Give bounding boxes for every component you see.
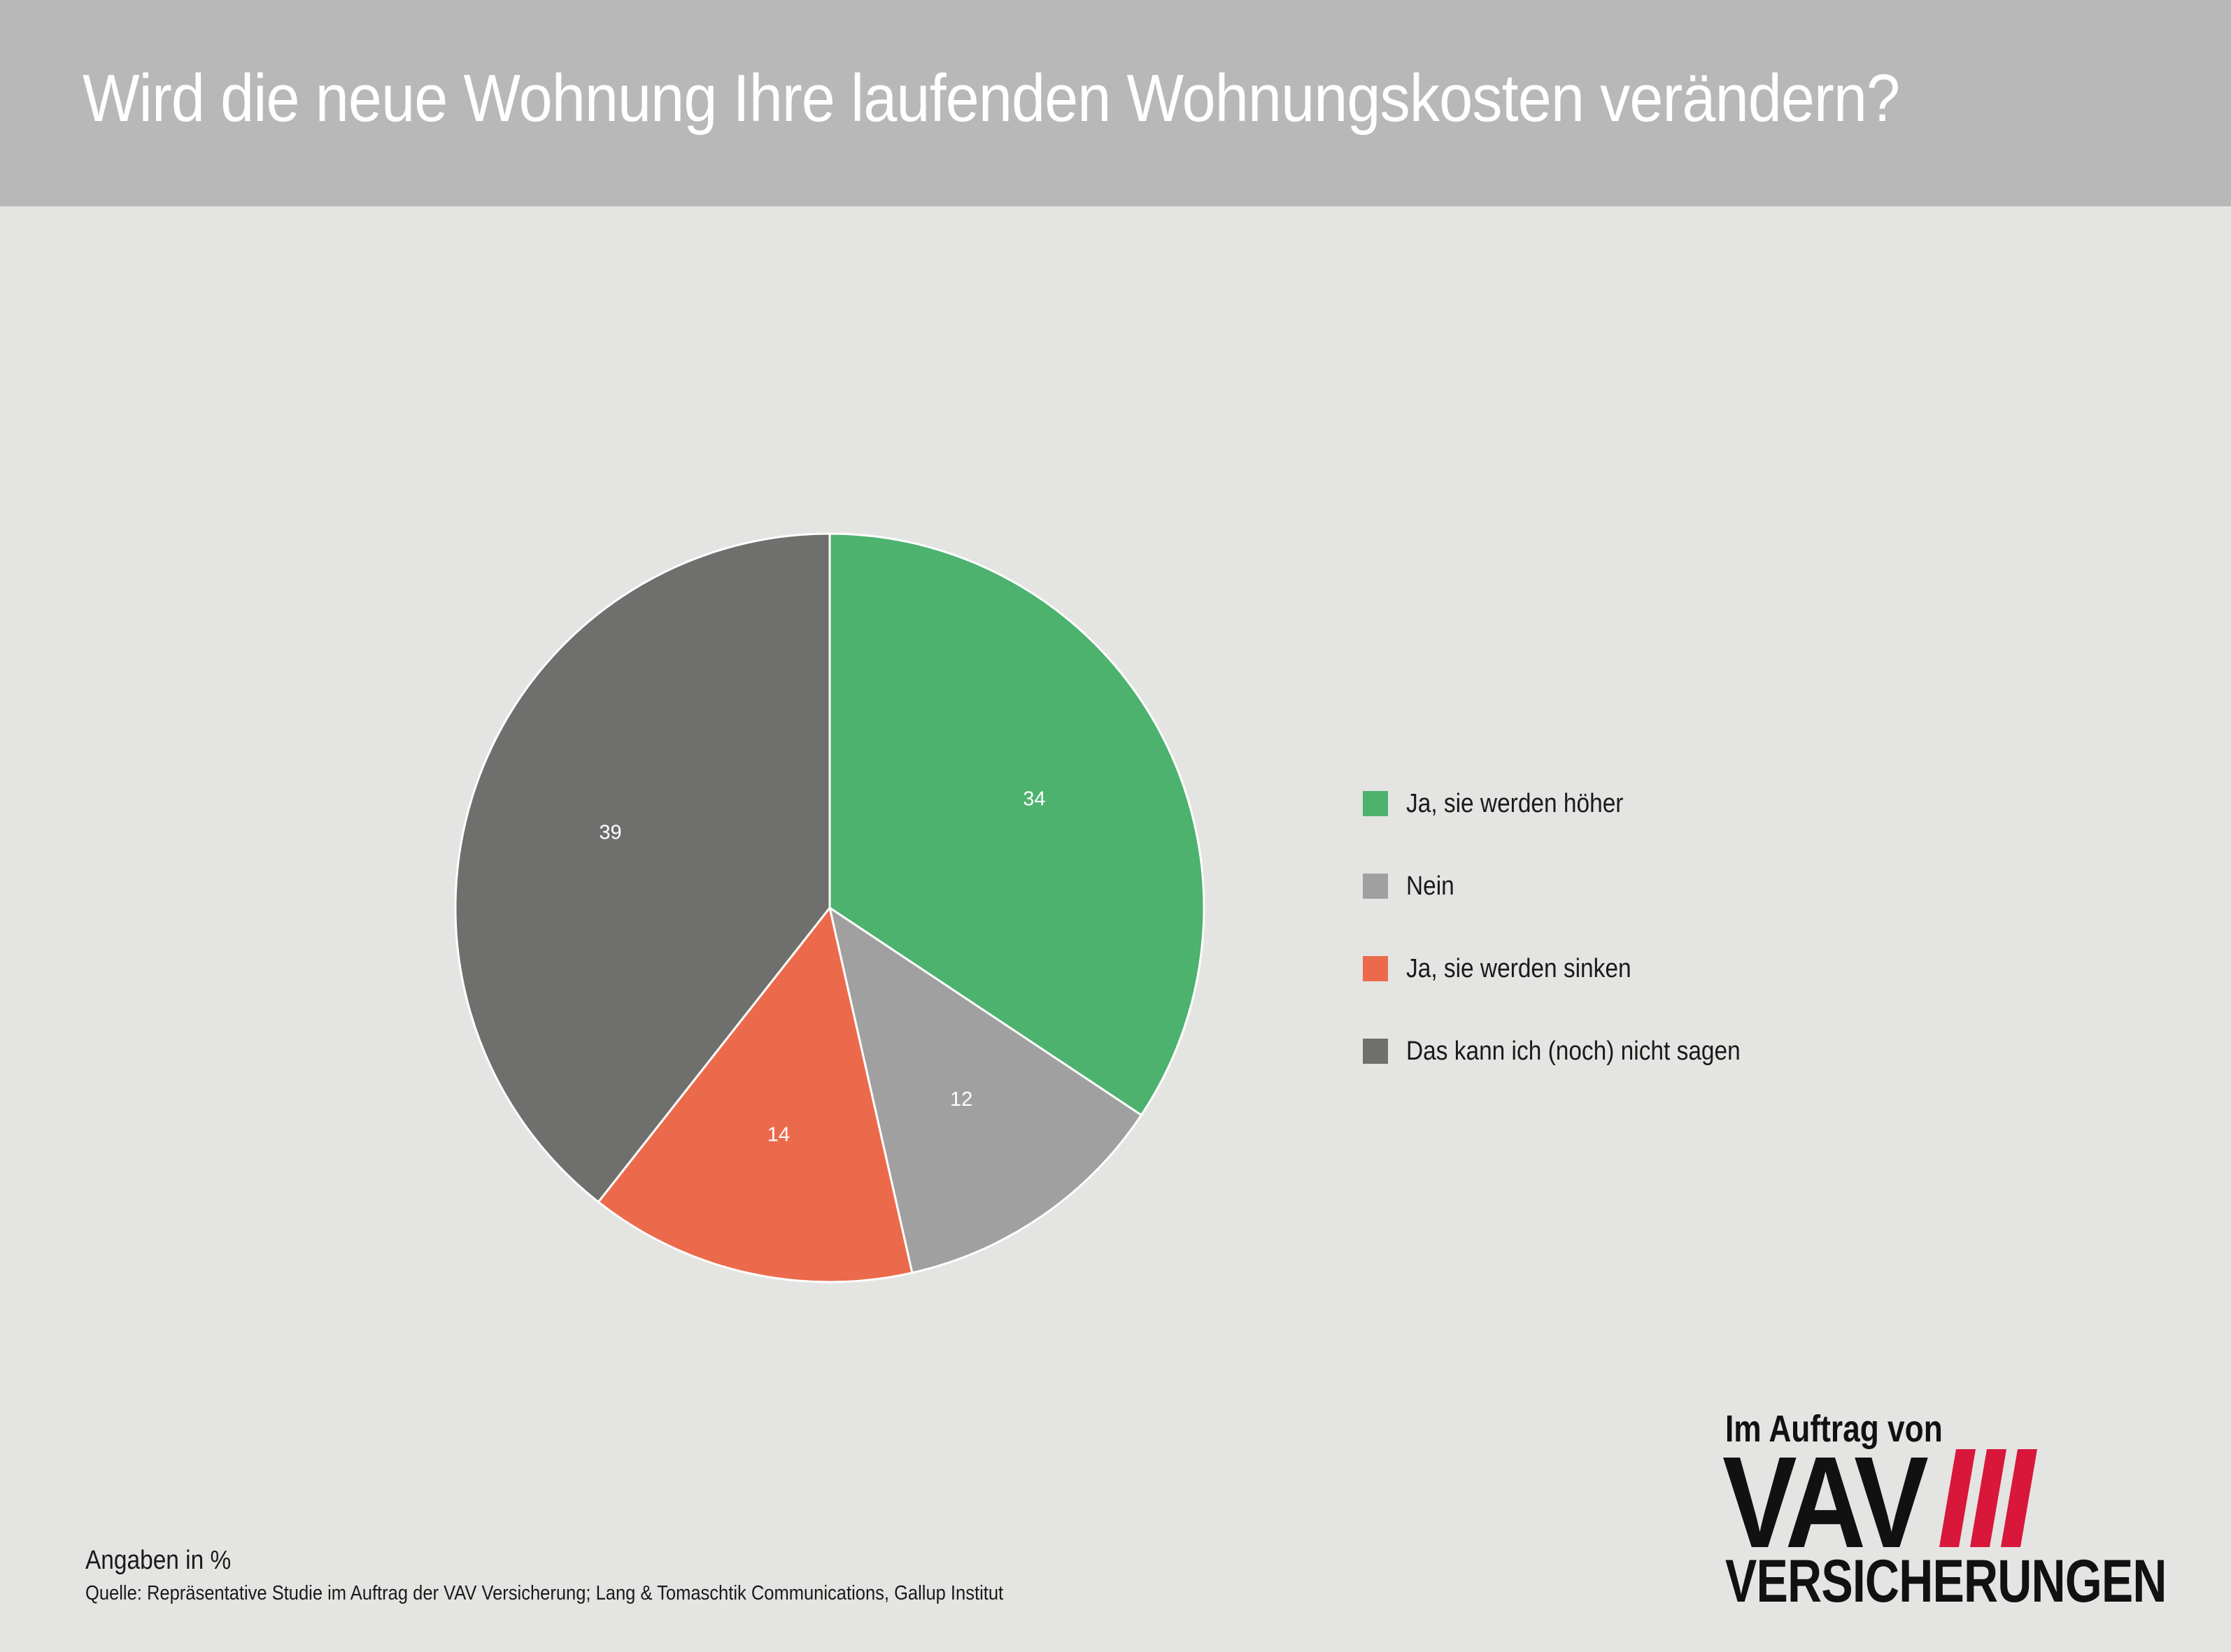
pie-data-label: 14 <box>767 1124 790 1146</box>
chart-legend: Ja, sie werden höher Nein Ja, sie werden… <box>1363 762 1786 1092</box>
pie-data-label: 34 <box>1023 788 1045 810</box>
legend-swatch <box>1363 874 1388 899</box>
pie-slice-2 <box>828 905 1143 1274</box>
logo-subtitle: VERSICHERUNGEN <box>1725 1548 2167 1615</box>
legend-item-sinken: Ja, sie werden sinken <box>1363 927 1786 1010</box>
logo-brand: VAV <box>1722 1430 1929 1575</box>
legend-item-nein: Nein <box>1363 845 1786 927</box>
chart-title: Wird die neue Wohnung Ihre laufenden Woh… <box>83 61 1900 136</box>
legend-swatch <box>1363 791 1388 816</box>
legend-item-hoeher: Ja, sie werden höher <box>1363 762 1786 845</box>
unit-note: Angaben in % <box>85 1546 232 1575</box>
pie-slice-3 <box>597 905 914 1283</box>
header-bar: Wird die neue Wohnung Ihre laufenden Woh… <box>0 0 2231 206</box>
logo-stripes-icon <box>1939 1449 2037 1547</box>
pie-data-label: 12 <box>950 1088 972 1111</box>
legend-label: Nein <box>1406 871 1454 901</box>
legend-label: Ja, sie werden höher <box>1406 788 1624 818</box>
legend-swatch <box>1363 1039 1388 1064</box>
legend-label: Ja, sie werden sinken <box>1406 953 1631 983</box>
pie-slice-4 <box>454 532 831 1204</box>
legend-label: Das kann ich (noch) nicht sagen <box>1406 1036 1741 1066</box>
source-note: Quelle: Repräsentative Studie im Auftrag… <box>85 1582 1004 1604</box>
legend-swatch <box>1363 956 1388 981</box>
vav-logo: Im Auftrag von VAV VERSICHERUNGEN <box>1722 1407 2194 1615</box>
legend-item-weiss-nicht: Das kann ich (noch) nicht sagen <box>1363 1010 1786 1092</box>
pie-data-label: 39 <box>599 822 621 844</box>
logo-tagline: Im Auftrag von <box>1725 1408 1943 1450</box>
